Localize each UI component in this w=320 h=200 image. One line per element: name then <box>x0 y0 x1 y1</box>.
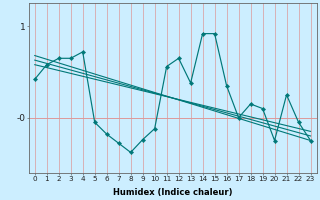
X-axis label: Humidex (Indice chaleur): Humidex (Indice chaleur) <box>113 188 232 197</box>
